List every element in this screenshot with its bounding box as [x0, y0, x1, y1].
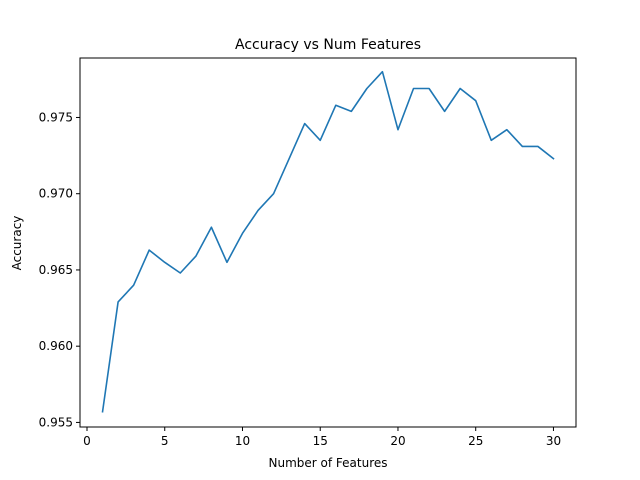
- data-point: [428, 88, 430, 90]
- data-point: [195, 255, 197, 257]
- data-point: [257, 210, 259, 212]
- data-point: [444, 111, 446, 113]
- data-point: [133, 284, 135, 286]
- data-point: [304, 123, 306, 125]
- data-point: [366, 88, 368, 90]
- y-tick-label: 0.955: [39, 415, 73, 429]
- y-tick-label: 0.960: [39, 339, 73, 353]
- data-point: [211, 226, 213, 228]
- plot-frame: [79, 57, 577, 428]
- data-point: [102, 411, 104, 413]
- x-tick-label: 5: [161, 434, 169, 448]
- data-point: [537, 146, 539, 148]
- y-axis-label: Accuracy: [10, 216, 24, 271]
- data-point: [459, 88, 461, 90]
- data-point: [335, 104, 337, 106]
- data-point: [319, 140, 321, 142]
- y-tick-label: 0.975: [39, 110, 73, 124]
- data-point: [179, 272, 181, 274]
- data-point: [351, 111, 353, 113]
- x-axis-label: Number of Features: [269, 456, 388, 470]
- x-tick-label: 30: [546, 434, 561, 448]
- data-point: [475, 100, 477, 102]
- x-axis-ticks: 0 5 10 15 20 25 30: [83, 427, 561, 448]
- data-point: [553, 158, 555, 160]
- data-point: [490, 140, 492, 142]
- y-axis-ticks: 0.955 0.960 0.965 0.970 0.975: [39, 110, 80, 429]
- data-point: [242, 233, 244, 235]
- data-point: [148, 249, 150, 251]
- x-tick-label: 25: [468, 434, 483, 448]
- data-point: [413, 88, 415, 90]
- x-tick-label: 20: [390, 434, 405, 448]
- data-point: [397, 129, 399, 131]
- chart-title: Accuracy vs Num Features: [235, 37, 421, 53]
- data-point: [117, 301, 119, 303]
- x-tick-label: 0: [83, 434, 91, 448]
- data-point: [522, 146, 524, 148]
- data-point: [273, 193, 275, 195]
- y-tick-label: 0.970: [39, 187, 73, 201]
- y-tick-label: 0.965: [39, 263, 73, 277]
- series-layer: [101, 70, 555, 413]
- data-point: [226, 262, 228, 264]
- data-point: [164, 262, 166, 264]
- x-tick-label: 15: [313, 434, 328, 448]
- data-point: [382, 71, 384, 73]
- data-point: [288, 158, 290, 160]
- series-line: [101, 70, 555, 413]
- data-point: [506, 129, 508, 131]
- x-tick-label: 10: [235, 434, 250, 448]
